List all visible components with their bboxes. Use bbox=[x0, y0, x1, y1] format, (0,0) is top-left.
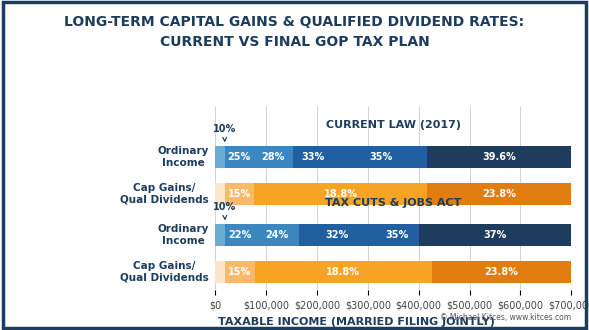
Text: CURRENT VS FINAL GOP TAX PLAN: CURRENT VS FINAL GOP TAX PLAN bbox=[160, 35, 429, 49]
Text: 23.8%: 23.8% bbox=[485, 267, 518, 277]
Bar bbox=[427, 146, 571, 168]
Bar bbox=[215, 146, 224, 168]
Text: 10%: 10% bbox=[213, 202, 236, 219]
Bar bbox=[224, 182, 254, 205]
Bar bbox=[225, 261, 254, 283]
Text: 32%: 32% bbox=[326, 230, 349, 240]
Bar bbox=[299, 224, 375, 246]
Bar bbox=[375, 224, 419, 246]
Bar bbox=[427, 182, 571, 205]
Text: 24%: 24% bbox=[265, 230, 289, 240]
Text: 25%: 25% bbox=[227, 152, 251, 162]
Bar bbox=[419, 224, 571, 246]
Text: CURRENT LAW (2017): CURRENT LAW (2017) bbox=[326, 120, 461, 130]
Bar bbox=[215, 224, 225, 246]
Bar bbox=[254, 261, 432, 283]
Bar bbox=[225, 224, 254, 246]
Text: 39.6%: 39.6% bbox=[482, 152, 516, 162]
Bar bbox=[254, 146, 293, 168]
Bar bbox=[254, 224, 299, 246]
X-axis label: TAXABLE INCOME (MARRIED FILING JOINTLY): TAXABLE INCOME (MARRIED FILING JOINTLY) bbox=[218, 317, 495, 327]
Bar bbox=[215, 261, 225, 283]
Text: 22%: 22% bbox=[228, 230, 252, 240]
Text: 18.8%: 18.8% bbox=[326, 267, 360, 277]
Text: 15%: 15% bbox=[228, 267, 252, 277]
Text: Ordinary
Income: Ordinary Income bbox=[158, 224, 209, 246]
Text: Cap Gains/
Qual Dividends: Cap Gains/ Qual Dividends bbox=[120, 183, 209, 205]
Bar bbox=[224, 146, 254, 168]
Bar bbox=[293, 146, 334, 168]
Bar bbox=[254, 182, 427, 205]
Text: 28%: 28% bbox=[262, 152, 285, 162]
Text: 10%: 10% bbox=[213, 124, 236, 141]
Text: 18.8%: 18.8% bbox=[323, 189, 358, 199]
Bar bbox=[334, 146, 427, 168]
Text: Ordinary
Income: Ordinary Income bbox=[158, 146, 209, 168]
Text: 37%: 37% bbox=[484, 230, 507, 240]
Text: 35%: 35% bbox=[369, 152, 392, 162]
Text: 23.8%: 23.8% bbox=[482, 189, 516, 199]
Text: 33%: 33% bbox=[302, 152, 325, 162]
Bar bbox=[215, 182, 224, 205]
Text: Cap Gains/
Qual Dividends: Cap Gains/ Qual Dividends bbox=[120, 261, 209, 283]
Bar bbox=[432, 261, 571, 283]
Text: © Michael Kitces, www.kitces.com: © Michael Kitces, www.kitces.com bbox=[440, 313, 571, 322]
Text: LONG-TERM CAPITAL GAINS & QUALIFIED DIVIDEND RATES:: LONG-TERM CAPITAL GAINS & QUALIFIED DIVI… bbox=[64, 15, 525, 29]
Text: TAX CUTS & JOBS ACT: TAX CUTS & JOBS ACT bbox=[325, 198, 461, 208]
Text: 35%: 35% bbox=[385, 230, 409, 240]
Text: 15%: 15% bbox=[227, 189, 251, 199]
